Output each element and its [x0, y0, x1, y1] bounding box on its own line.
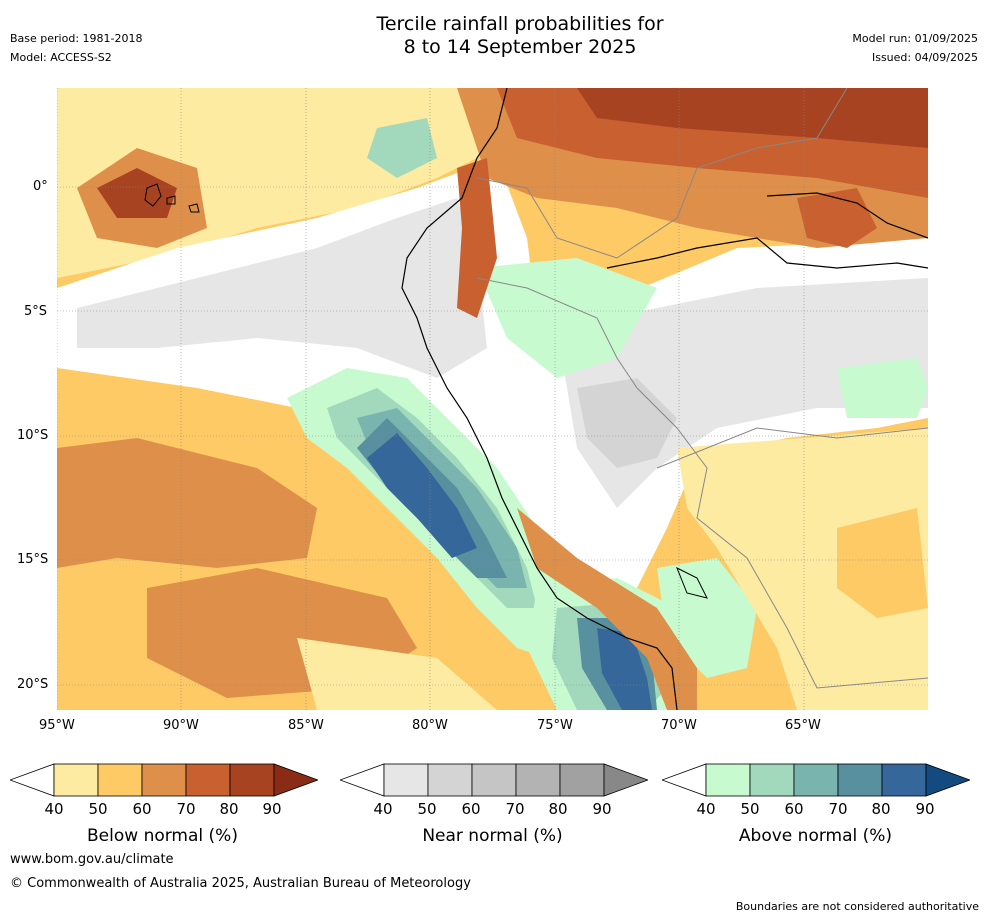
below-tick-70: 70: [176, 800, 196, 818]
lat-label-5s: 5°S: [24, 304, 48, 319]
base-period-label: Base period: 1981-2018: [10, 32, 143, 45]
near-tick-40: 40: [373, 800, 393, 818]
lon-label-65w: 65°W: [785, 718, 821, 733]
region-green-east: [837, 358, 928, 418]
lat-label-20s: 20°S: [17, 677, 49, 692]
colorbar-segment: [881, 763, 927, 797]
country-borders: [476, 88, 928, 689]
lon-label-80w: 80°W: [412, 718, 448, 733]
colorbar-segment: [559, 763, 605, 797]
above-tick-70: 70: [828, 800, 848, 818]
colorbar-near-normal: [338, 762, 650, 798]
model-label: Model: ACCESS-S2: [10, 51, 112, 64]
colorbar-segment: [53, 763, 99, 797]
below-normal-title: Below normal (%): [87, 826, 238, 846]
colorbar-arrow-high: [273, 763, 320, 797]
colorbar-segment: [837, 763, 883, 797]
above-tick-50: 50: [740, 800, 760, 818]
region-orange-sw: [57, 438, 317, 568]
model-run-label: Model run: 01/09/2025: [852, 32, 978, 45]
colorbar-arrow-high: [925, 763, 972, 797]
colorbar-arrow-low: [338, 763, 385, 797]
website-link[interactable]: www.bom.gov.au/climate: [10, 852, 174, 867]
colorbar-segment: [229, 763, 275, 797]
river-line-north: [766, 192, 928, 239]
below-tick-40: 40: [44, 800, 64, 818]
rainfall-map: [57, 88, 928, 710]
below-tick-80: 80: [219, 800, 239, 818]
colorbar-segment: [185, 763, 231, 797]
below-tick-90: 90: [262, 800, 282, 818]
colorbar-segment: [705, 763, 751, 797]
colorbar-segment: [141, 763, 187, 797]
colorbar-below-normal: [8, 762, 320, 798]
region-brown-ne: [577, 88, 928, 148]
colorbar-arrow-low: [8, 763, 55, 797]
copyright-text: © Commonwealth of Australia 2025, Austra…: [10, 876, 471, 891]
region-yellow-s: [297, 638, 497, 710]
page-title: Tercile rainfall probabilities for 8 to …: [0, 13, 988, 59]
lon-label-85w: 85°W: [288, 718, 324, 733]
graticule: [57, 88, 928, 710]
near-tick-90: 90: [592, 800, 612, 818]
colorbar-segment: [471, 763, 517, 797]
lon-label-70w: 70°W: [661, 718, 697, 733]
colorbar-segment: [749, 763, 795, 797]
near-tick-50: 50: [417, 800, 437, 818]
near-tick-70: 70: [505, 800, 525, 818]
lon-label-95w: 95°W: [39, 718, 75, 733]
region-blue-south: [597, 628, 652, 710]
near-tick-80: 80: [548, 800, 568, 818]
lat-label-10s: 10°S: [17, 428, 49, 443]
colorbar-segment: [793, 763, 839, 797]
lon-label-75w: 75°W: [537, 718, 573, 733]
colorbar-above-normal: [660, 762, 972, 798]
issued-label: Issued: 04/09/2025: [871, 51, 978, 64]
region-blue-core: [367, 433, 477, 558]
lake-titicaca: [676, 566, 708, 599]
below-tick-50: 50: [88, 800, 108, 818]
region-green-galapagos-east: [367, 118, 437, 178]
title-line-1: Tercile rainfall probabilities for: [376, 13, 664, 35]
lat-label-0: 0°: [33, 179, 48, 194]
colorbar-segment: [427, 763, 473, 797]
colorbar-segment: [97, 763, 143, 797]
above-tick-80: 80: [871, 800, 891, 818]
region-orange-coast-strip: [517, 508, 697, 710]
map-svg: [57, 88, 928, 710]
lat-label-15s: 15°S: [17, 552, 49, 567]
coastline: [401, 88, 678, 710]
region-brown-galapagos: [97, 168, 177, 218]
region-orange-se: [837, 508, 928, 618]
above-normal-title: Above normal (%): [738, 826, 893, 846]
galapagos-islands: [144, 183, 200, 213]
below-tick-60: 60: [132, 800, 152, 818]
near-normal-title: Near normal (%): [422, 826, 563, 846]
above-tick-90: 90: [915, 800, 935, 818]
disclaimer-text: Boundaries are not considered authoritat…: [735, 900, 979, 913]
above-tick-40: 40: [696, 800, 716, 818]
region-grey-west: [77, 198, 487, 378]
lon-label-90w: 90°W: [163, 718, 199, 733]
colorbar-arrow-low: [660, 763, 707, 797]
region-rust-ecuador: [457, 158, 497, 318]
colorbar-segment: [383, 763, 429, 797]
above-tick-60: 60: [784, 800, 804, 818]
title-line-2: 8 to 14 September 2025: [403, 36, 637, 58]
colorbar-arrow-high: [603, 763, 650, 797]
region-grey-mid: [577, 378, 677, 468]
colorbar-segment: [515, 763, 561, 797]
near-tick-60: 60: [461, 800, 481, 818]
region-yellow-se: [677, 428, 928, 710]
river-line: [606, 237, 928, 269]
